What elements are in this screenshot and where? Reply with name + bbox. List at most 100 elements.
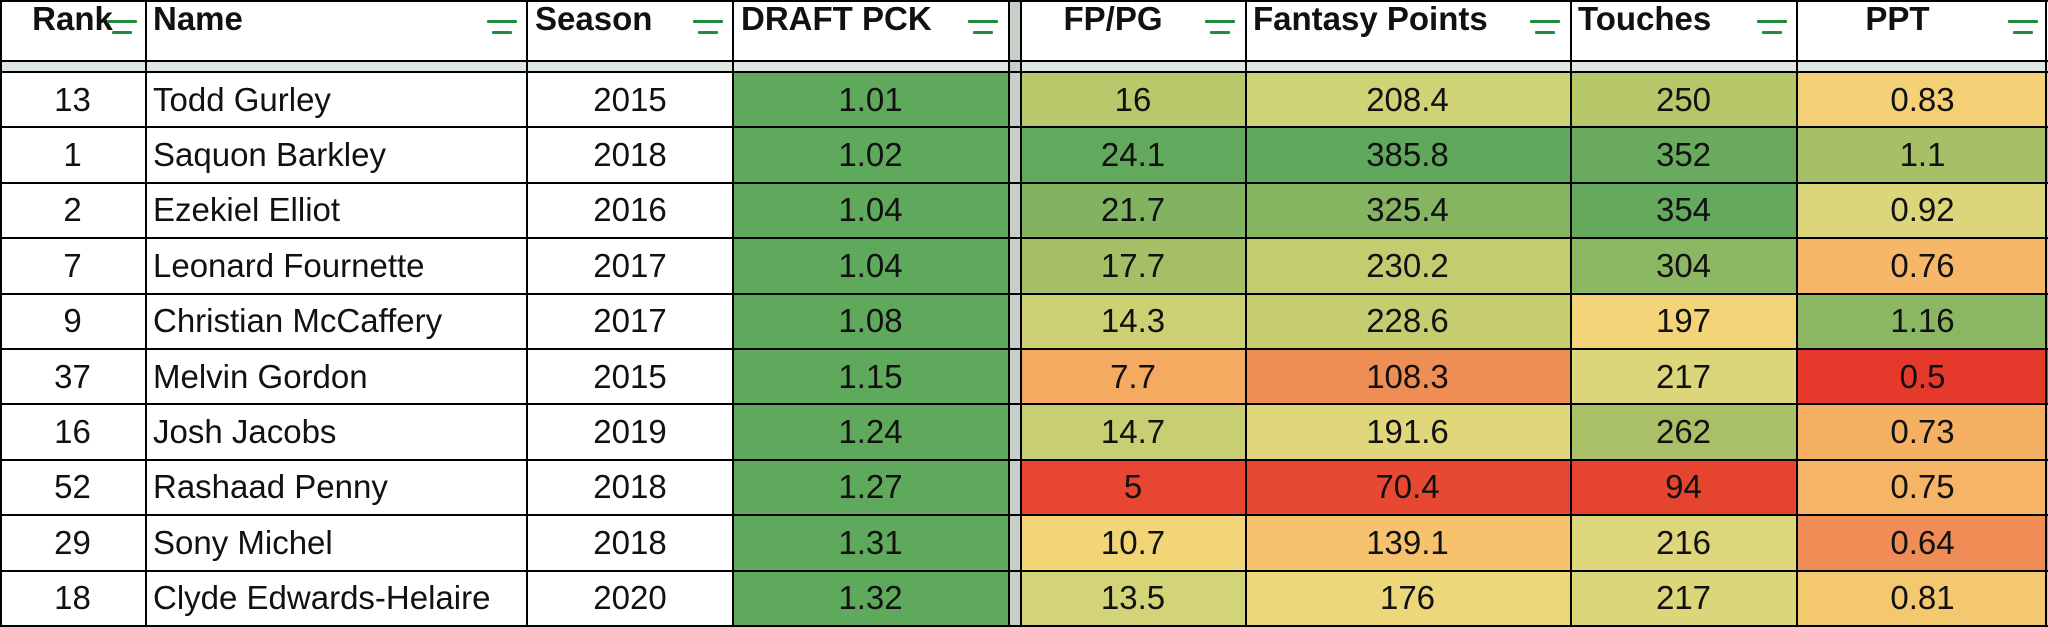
cell-draft-pick[interactable]: 1.15: [733, 349, 1008, 405]
cell-season[interactable]: 2018: [593, 468, 667, 506]
cell-name[interactable]: Todd Gurley: [153, 80, 331, 118]
cell-rank[interactable]: 16: [54, 413, 91, 451]
cell-ppt[interactable]: 0.64: [1797, 515, 2048, 571]
cell-rank[interactable]: 37: [54, 357, 91, 395]
cell-draft-pick[interactable]: 1.31: [733, 515, 1008, 571]
grid-line: [0, 570, 2048, 572]
cell-rank[interactable]: 13: [54, 80, 91, 118]
cell-fantasy-points[interactable]: 230.2: [1245, 238, 1570, 294]
grid-line: [0, 0, 2, 626]
table-row: 18 Clyde Edwards-Helaire 2020 1.32 13.5 176 21…: [0, 570, 2048, 626]
cell-ppt[interactable]: 0.73: [1797, 404, 2048, 460]
cell-rank[interactable]: 1: [63, 136, 82, 174]
cell-name[interactable]: Sony Michel: [153, 523, 333, 561]
cell-draft-pick[interactable]: 1.27: [733, 459, 1008, 516]
cell-season[interactable]: 2019: [593, 413, 667, 451]
cell-fantasy-points[interactable]: 208.4: [1245, 72, 1570, 128]
cell-fantasy-points[interactable]: 385.8: [1245, 127, 1570, 183]
cell-draft-pick[interactable]: 1.32: [733, 570, 1008, 626]
cell-season[interactable]: 2015: [593, 80, 667, 118]
cell-fppg[interactable]: 14.7: [1021, 404, 1245, 460]
cell-ppt[interactable]: 0.76: [1797, 238, 2048, 294]
frozen-column-divider[interactable]: [1008, 0, 1021, 626]
cell-name[interactable]: Leonard Fournette: [153, 246, 425, 284]
cell-rank[interactable]: 2: [63, 191, 82, 229]
column-header-fppg[interactable]: FP/PG: [1021, 0, 1245, 38]
filter-icon[interactable]: [693, 20, 723, 38]
column-header-ppt[interactable]: PPT: [1797, 0, 2048, 38]
cell-fppg[interactable]: 21.7: [1021, 182, 1245, 239]
cell-draft-pick[interactable]: 1.08: [733, 293, 1008, 349]
cell-fantasy-points[interactable]: 228.6: [1245, 293, 1570, 349]
filter-icon[interactable]: [1205, 20, 1235, 38]
cell-fantasy-points[interactable]: 70.4: [1245, 459, 1570, 516]
column-header-draft-pick[interactable]: DRAFT PCK: [733, 0, 1008, 38]
cell-touches[interactable]: 262: [1570, 404, 1797, 460]
cell-rank[interactable]: 29: [54, 523, 91, 561]
cell-touches[interactable]: 250: [1570, 72, 1797, 128]
cell-season[interactable]: 2020: [593, 579, 667, 617]
filter-icon[interactable]: [107, 20, 137, 38]
column-header-rank[interactable]: Rank: [0, 0, 145, 38]
column-header-touches[interactable]: Touches: [1570, 0, 1797, 38]
cell-season[interactable]: 2015: [593, 357, 667, 395]
cell-season[interactable]: 2018: [593, 523, 667, 561]
cell-name[interactable]: Melvin Gordon: [153, 357, 368, 395]
cell-fppg[interactable]: 5: [1021, 459, 1245, 516]
cell-fantasy-points[interactable]: 176: [1245, 570, 1570, 626]
cell-fppg[interactable]: 13.5: [1021, 570, 1245, 626]
cell-fppg[interactable]: 16: [1021, 72, 1245, 128]
cell-draft-pick[interactable]: 1.02: [733, 127, 1008, 183]
cell-fppg[interactable]: 10.7: [1021, 515, 1245, 571]
cell-season[interactable]: 2017: [593, 246, 667, 284]
cell-touches[interactable]: 352: [1570, 127, 1797, 183]
cell-draft-pick[interactable]: 1.04: [733, 182, 1008, 239]
cell-rank[interactable]: 7: [63, 246, 82, 284]
cell-touches[interactable]: 217: [1570, 570, 1797, 626]
cell-season[interactable]: 2018: [593, 136, 667, 174]
filter-icon[interactable]: [487, 20, 517, 38]
cell-ppt[interactable]: 1.16: [1797, 293, 2048, 349]
filter-icon[interactable]: [968, 20, 998, 38]
cell-touches[interactable]: 216: [1570, 515, 1797, 571]
cell-ppt[interactable]: 0.75: [1797, 459, 2048, 516]
cell-fppg[interactable]: 17.7: [1021, 238, 1245, 294]
cell-ppt[interactable]: 0.81: [1797, 570, 2048, 626]
cell-draft-pick[interactable]: 1.01: [733, 72, 1008, 128]
cell-name[interactable]: Ezekiel Elliot: [153, 191, 341, 229]
cell-touches[interactable]: 354: [1570, 182, 1797, 239]
column-header-name[interactable]: Name: [145, 0, 527, 38]
cell-ppt[interactable]: 0.92: [1797, 182, 2048, 239]
cell-fantasy-points[interactable]: 108.3: [1245, 349, 1570, 405]
cell-touches[interactable]: 217: [1570, 349, 1797, 405]
cell-fppg[interactable]: 24.1: [1021, 127, 1245, 183]
filter-icon[interactable]: [1757, 20, 1787, 38]
cell-fantasy-points[interactable]: 325.4: [1245, 182, 1570, 239]
column-header-fantasy-points[interactable]: Fantasy Points: [1245, 0, 1570, 38]
cell-draft-pick[interactable]: 1.04: [733, 238, 1008, 294]
cell-fppg[interactable]: 14.3: [1021, 293, 1245, 349]
filter-icon[interactable]: [2008, 20, 2038, 38]
cell-fantasy-points[interactable]: 139.1: [1245, 515, 1570, 571]
cell-touches[interactable]: 304: [1570, 238, 1797, 294]
cell-name[interactable]: Josh Jacobs: [153, 413, 337, 451]
cell-ppt[interactable]: 1.1: [1797, 127, 2048, 183]
cell-season[interactable]: 2017: [593, 302, 667, 340]
cell-touches[interactable]: 94: [1570, 459, 1797, 516]
cell-name[interactable]: Saquon Barkley: [153, 136, 386, 174]
cell-touches[interactable]: 197: [1570, 293, 1797, 349]
cell-name[interactable]: Rashaad Penny: [153, 468, 388, 506]
cell-rank[interactable]: 52: [54, 468, 91, 506]
filter-icon[interactable]: [1530, 20, 1560, 38]
cell-rank[interactable]: 18: [54, 579, 91, 617]
cell-draft-pick[interactable]: 1.24: [733, 404, 1008, 460]
cell-fppg[interactable]: 7.7: [1021, 349, 1245, 405]
cell-rank[interactable]: 9: [63, 302, 82, 340]
cell-name[interactable]: Clyde Edwards-Helaire: [153, 579, 491, 617]
cell-ppt[interactable]: 0.5: [1797, 349, 2048, 405]
cell-fantasy-points[interactable]: 191.6: [1245, 404, 1570, 460]
cell-season[interactable]: 2016: [593, 191, 667, 229]
cell-name[interactable]: Christian McCaffery: [153, 302, 443, 340]
cell-ppt[interactable]: 0.83: [1797, 72, 2048, 128]
column-header-season[interactable]: Season: [527, 0, 733, 38]
